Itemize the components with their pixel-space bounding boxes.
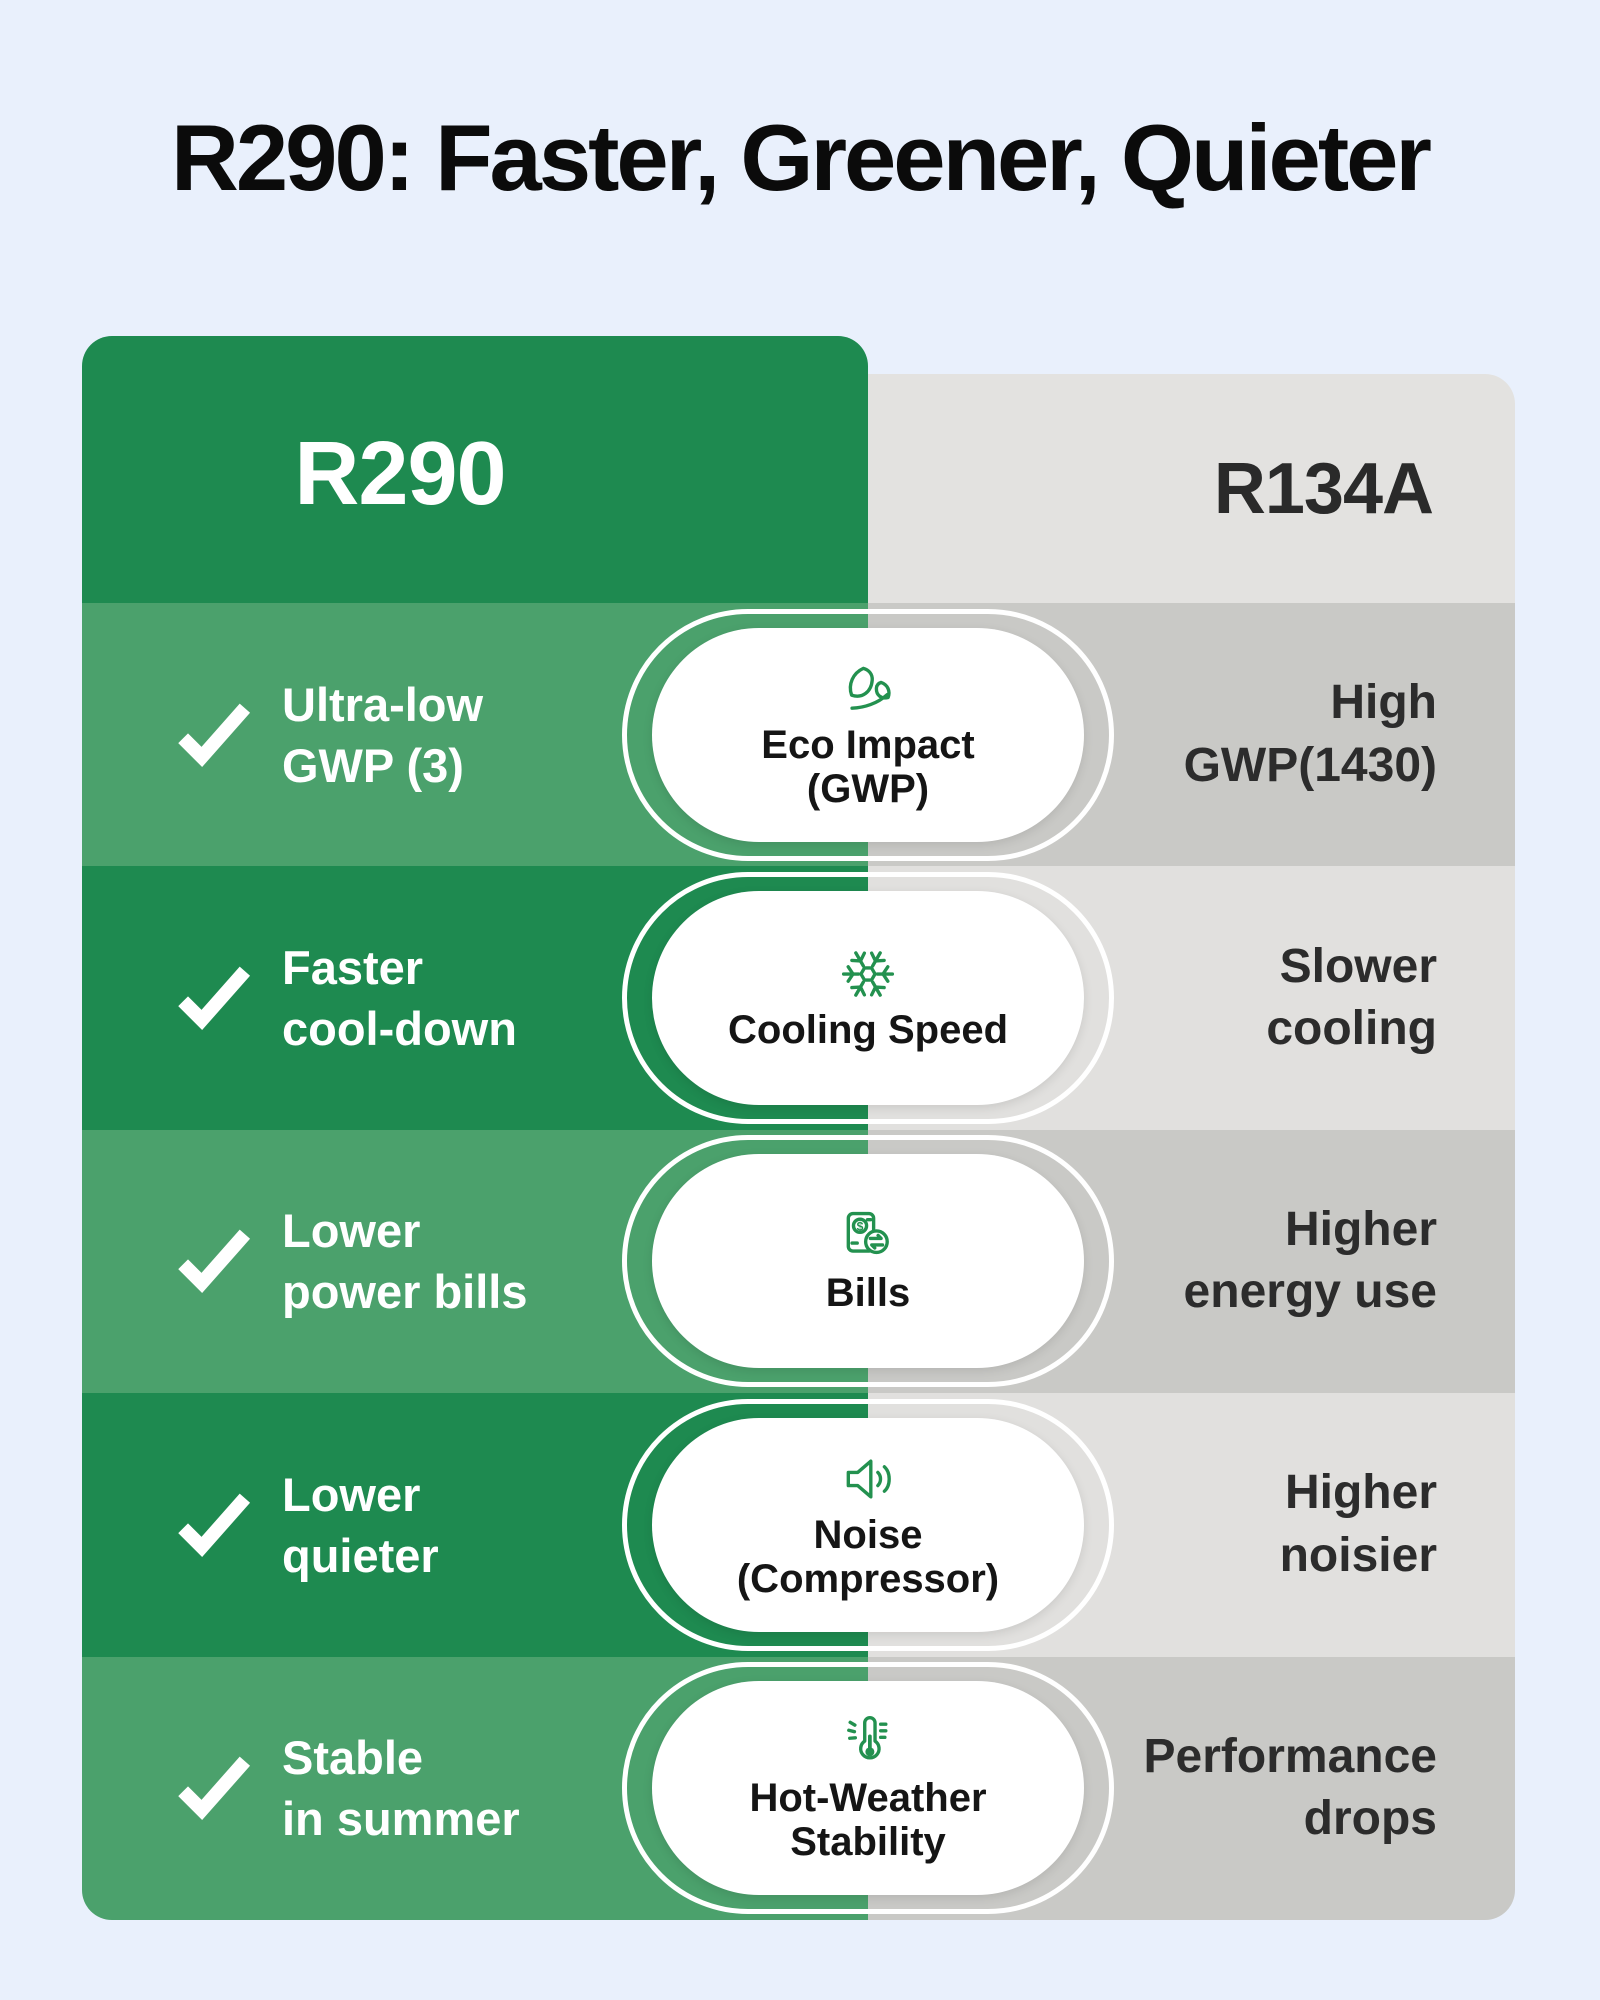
r134a-drawback-text: Slower cooling bbox=[1266, 866, 1437, 1129]
pill-card: Eco Impact (GWP) bbox=[652, 627, 1084, 842]
feature-pill: Hot-Weather Stability bbox=[622, 1662, 1114, 1915]
pill-ring bbox=[622, 872, 1114, 1125]
checkmark-icon bbox=[178, 703, 251, 767]
feature-line: GWP (3) bbox=[282, 738, 464, 792]
r134a-drawback-text: Higher energy use bbox=[1184, 1130, 1437, 1393]
svg-text:$: $ bbox=[857, 1220, 864, 1234]
pill-label: Bills bbox=[826, 1271, 910, 1315]
pill-ring bbox=[622, 608, 1114, 861]
feature-line: Faster bbox=[282, 940, 424, 994]
feature-pill: Cooling Speed bbox=[622, 872, 1114, 1125]
r290-column-header: R290 bbox=[82, 336, 868, 603]
r290-feature-text: Lower power bills bbox=[282, 1200, 528, 1322]
r134a-column-header: R134A bbox=[868, 374, 1515, 603]
checkmark-icon bbox=[178, 1230, 251, 1294]
feature-line: Lower bbox=[282, 1204, 421, 1258]
pill-label-line: Bills bbox=[825, 1271, 911, 1316]
speaker-icon bbox=[846, 1459, 891, 1499]
drawback-line: cooling bbox=[1266, 1002, 1437, 1056]
pill-label: Hot-Weather Stability bbox=[749, 1776, 986, 1864]
r134a-drawback-text: Higher noisier bbox=[1280, 1393, 1437, 1656]
r134a-drawback-text: Performance drops bbox=[1144, 1657, 1437, 1920]
r134a-header-label: R134A bbox=[1213, 448, 1434, 529]
feature-line: power bills bbox=[282, 1265, 528, 1319]
pill-label: Noise (Compressor) bbox=[737, 1513, 999, 1601]
pill-ring bbox=[622, 1135, 1114, 1388]
r290-feature-text: Lower quieter bbox=[282, 1464, 439, 1586]
pill-label: Eco Impact (GWP) bbox=[761, 723, 974, 811]
feature-pill: $ Bills bbox=[622, 1135, 1114, 1388]
drawback-line: Higher bbox=[1284, 1466, 1437, 1520]
pill-label-line: Stability bbox=[790, 1820, 946, 1865]
comparison-row-eco: Ultra-low GWP (3) Eco Impact (GWP) bbox=[82, 603, 1515, 866]
drawback-line: GWP(1430) bbox=[1183, 738, 1437, 792]
r290-feature-cell: Ultra-low GWP (3) bbox=[172, 603, 483, 866]
pill-label-line: (GWP) bbox=[806, 766, 930, 811]
drawback-line: energy use bbox=[1183, 1265, 1437, 1319]
pill-label-line: Eco Impact bbox=[761, 722, 975, 767]
thermometer-icon bbox=[847, 1716, 888, 1760]
feature-line: quieter bbox=[282, 1528, 439, 1582]
comparison-row-cooling: Faster cool-down bbox=[82, 866, 1515, 1129]
comparison-table: R290 R134A Ultra-low GWP (3) bbox=[82, 336, 1515, 1920]
pill-ring bbox=[622, 1662, 1114, 1915]
leaf-icon bbox=[848, 666, 891, 710]
pill-label-line: Noise bbox=[813, 1512, 923, 1557]
page-title: R290: Faster, Greener, Quieter bbox=[171, 105, 1432, 210]
feature-pill: Eco Impact (GWP) bbox=[622, 608, 1114, 861]
feature-line: Lower bbox=[282, 1467, 421, 1521]
r290-feature-text: Faster cool-down bbox=[282, 937, 517, 1059]
r134a-drawback-text: High GWP(1430) bbox=[1184, 603, 1437, 866]
pill-card: Noise (Compressor) bbox=[652, 1417, 1084, 1632]
drawback-line: Performance bbox=[1143, 1729, 1437, 1783]
snowflake-icon bbox=[841, 951, 895, 997]
checkmark-icon bbox=[178, 1493, 251, 1557]
pill-label: Cooling Speed bbox=[728, 1008, 1008, 1052]
r290-feature-cell: Stable in summer bbox=[172, 1657, 520, 1920]
feature-line: Stable bbox=[282, 1731, 424, 1785]
comparison-row-stability: Stable in summer bbox=[82, 1657, 1515, 1920]
pill-card: Cooling Speed bbox=[652, 891, 1084, 1106]
comparison-row-noise: Lower quieter Noise (Compressor) bbox=[82, 1393, 1515, 1656]
drawback-line: Slower bbox=[1279, 939, 1437, 993]
drawback-line: Higher bbox=[1284, 1203, 1437, 1257]
r290-feature-cell: Lower quieter bbox=[172, 1393, 439, 1656]
pill-ring bbox=[622, 1398, 1114, 1651]
checkmark-icon bbox=[178, 1756, 251, 1821]
feature-line: cool-down bbox=[282, 1002, 517, 1056]
pill-label-line: Hot-Weather bbox=[749, 1776, 987, 1821]
pill-label-line: Cooling Speed bbox=[728, 1008, 1008, 1053]
checkmark-icon bbox=[178, 966, 251, 1031]
r290-feature-cell: Faster cool-down bbox=[172, 866, 517, 1129]
r290-feature-text: Stable in summer bbox=[282, 1727, 520, 1849]
pill-card: $ Bills bbox=[652, 1154, 1084, 1369]
feature-pill: Noise (Compressor) bbox=[622, 1398, 1114, 1651]
feature-line: Ultra-low bbox=[282, 677, 484, 731]
pill-card: Hot-Weather Stability bbox=[652, 1681, 1084, 1896]
comparison-row-bills: Lower power bills $ bbox=[82, 1130, 1515, 1393]
bills-icon: $ bbox=[846, 1212, 889, 1255]
r290-feature-cell: Lower power bills bbox=[172, 1130, 528, 1393]
r290-header-label: R290 bbox=[294, 424, 506, 524]
drawback-line: High bbox=[1330, 676, 1437, 730]
feature-line: in summer bbox=[282, 1792, 520, 1846]
drawback-line: noisier bbox=[1279, 1528, 1437, 1582]
drawback-line: drops bbox=[1303, 1792, 1437, 1846]
pill-label-line: (Compressor) bbox=[736, 1556, 1000, 1601]
r290-feature-text: Ultra-low GWP (3) bbox=[282, 674, 483, 796]
